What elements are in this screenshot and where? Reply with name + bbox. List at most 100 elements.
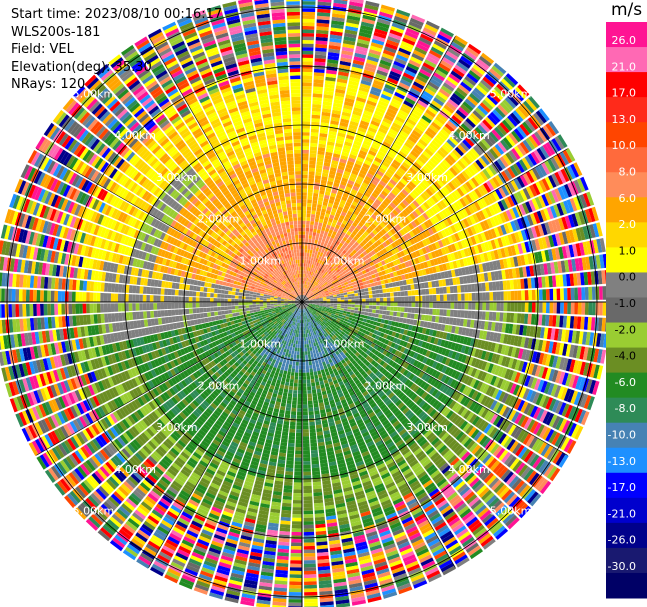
velocity-gate [444,123,455,133]
velocity-gate [326,304,331,307]
velocity-gate [412,49,426,59]
velocity-gate [326,303,331,305]
velocity-gate [348,124,358,130]
velocity-gate [323,231,329,236]
velocity-gate [357,38,370,45]
velocity-gate [581,287,586,300]
velocity-gate [311,118,320,123]
velocity-gate [366,153,375,160]
velocity-gate [326,224,331,230]
velocity-gate [306,206,312,211]
velocity-gate [323,303,327,305]
velocity-gate [340,299,345,302]
velocity-gate [318,197,324,202]
velocity-gate [411,307,416,313]
velocity-gate [415,102,426,112]
velocity-gate [313,272,317,277]
velocity-gate [492,291,497,301]
velocity-gate [400,106,411,115]
velocity-gate [302,291,304,295]
velocity-gate [302,121,311,126]
velocity-gate [408,115,419,123]
velocity-gate [315,175,321,180]
velocity-gate [340,57,352,63]
velocity-gate [304,256,307,260]
velocity-gate [354,307,359,311]
velocity-gate [414,289,419,296]
velocity-gate [302,178,308,182]
velocity-gate [303,291,306,296]
velocity-gate [308,174,315,179]
velocity-gate [329,41,342,47]
velocity-gate [353,140,362,147]
velocity-gate [339,121,349,128]
velocity-gate [319,302,324,305]
velocity-gate [451,133,461,144]
velocity-gate [307,245,311,250]
velocity-gate [331,189,338,194]
velocity-gate [390,145,400,153]
velocity-gate [333,296,338,299]
velocity-gate [312,396,318,401]
velocity-gate [313,406,320,412]
velocity-gate [509,312,515,323]
velocity-gate [306,277,309,282]
velocity-gate [368,52,381,59]
velocity-gate [588,286,593,300]
velocity-gate [314,360,319,365]
velocity-gate [553,288,557,301]
velocity-gate [413,105,424,115]
velocity-gate [302,192,307,196]
velocity-gate [454,64,467,75]
velocity-gate [376,21,390,29]
velocity-gate [478,55,492,67]
velocity-gate [376,170,384,177]
velocity-gate [302,128,310,133]
velocity-gate [333,201,340,206]
velocity-gate [592,302,596,316]
velocity-gate [475,302,479,310]
velocity-gate [500,302,504,312]
velocity-gate [327,55,339,61]
velocity-gate [365,103,376,110]
velocity-gate [345,186,352,192]
velocity-gate [346,244,352,249]
velocity-gate [431,139,441,149]
velocity-gate [326,269,331,273]
velocity-gate [466,95,479,106]
velocity-gate [425,308,430,315]
velocity-gate [302,107,311,111]
velocity-gate [319,299,324,301]
velocity-gate [405,65,418,75]
velocity-gate [431,75,444,85]
velocity-gate [313,225,318,230]
velocity-gate [417,156,427,165]
velocity-gate [349,246,355,252]
velocity-gate [368,290,373,295]
velocity-gate [313,79,324,84]
velocity-gate [323,162,331,167]
velocity-gate [397,167,406,175]
velocity-gate [310,350,313,355]
velocity-gate [311,239,315,243]
velocity-gate [372,160,381,167]
velocity-gate [313,276,316,281]
velocity-gate [360,25,374,32]
velocity-gate [311,284,315,288]
velocity-gate [395,88,407,97]
velocity-gate [428,288,433,295]
velocity-gate [416,141,426,150]
velocity-gate [442,309,447,317]
velocity-gate [315,424,322,429]
velocity-gate [316,26,329,31]
velocity-gate [369,182,377,189]
velocity-gate [304,284,306,289]
velocity-gate [379,297,384,302]
velocity-gate [358,295,363,299]
velocity-gate [308,291,312,295]
velocity-gate [411,108,423,118]
velocity-gate [374,173,383,180]
velocity-gate [351,296,355,299]
velocity-gate [441,144,452,154]
velocity-gate [357,90,369,97]
